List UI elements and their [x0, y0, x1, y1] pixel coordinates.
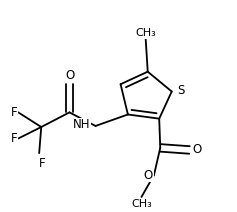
Text: F: F [39, 157, 46, 170]
Text: CH₃: CH₃ [131, 199, 152, 209]
Text: CH₃: CH₃ [135, 28, 156, 38]
Text: F: F [11, 132, 17, 145]
Text: S: S [177, 84, 184, 97]
Text: F: F [11, 106, 17, 119]
Text: NH: NH [73, 119, 90, 131]
Text: O: O [144, 169, 153, 181]
Text: O: O [193, 144, 202, 156]
Text: O: O [66, 69, 75, 82]
